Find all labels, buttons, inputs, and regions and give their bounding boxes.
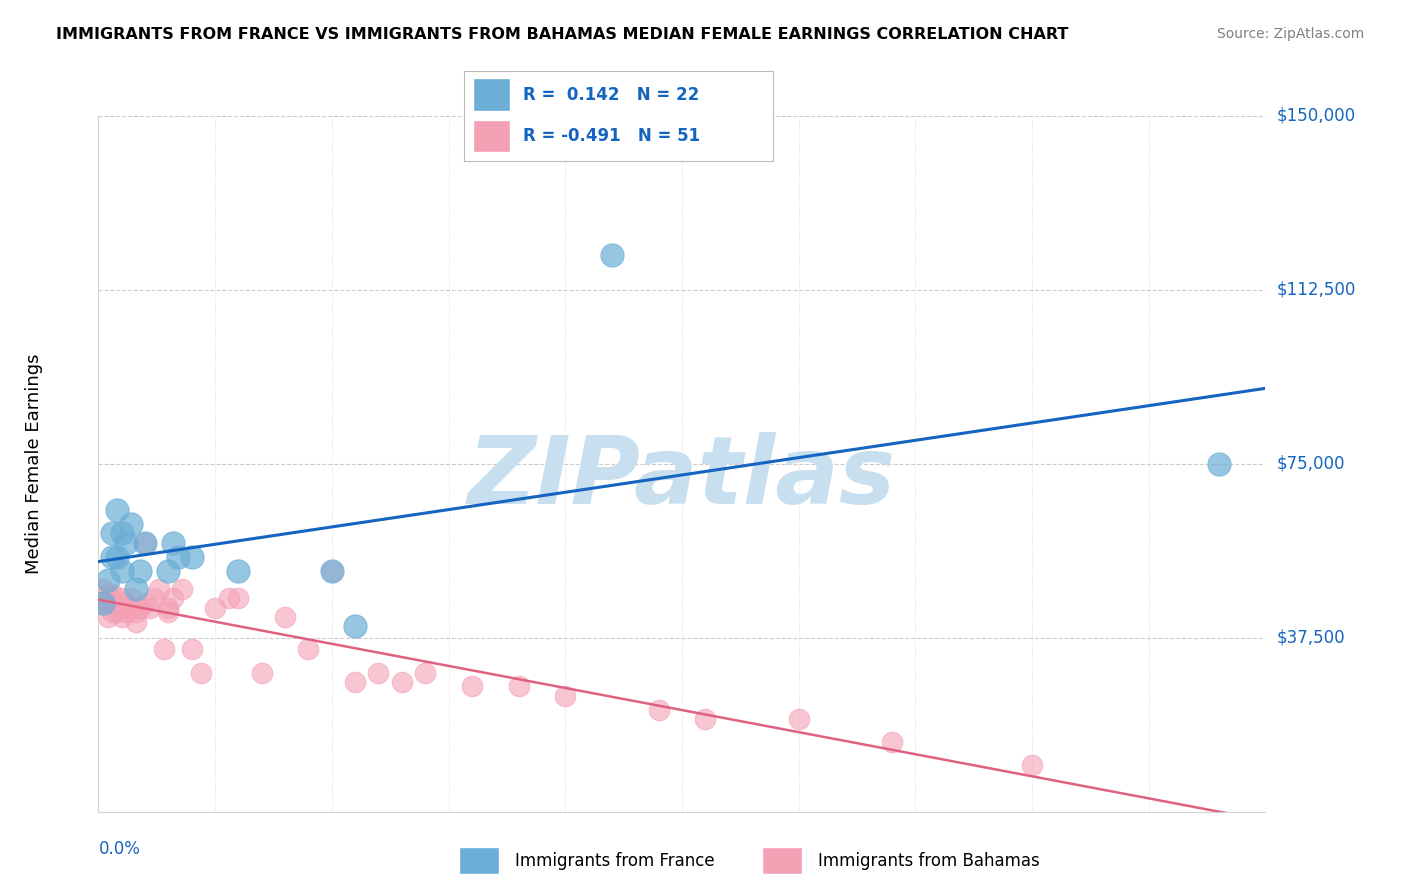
Point	[91, 596, 114, 610]
Point	[787, 712, 810, 726]
Bar	[762, 847, 803, 874]
Point	[344, 619, 367, 633]
Text: ZIPatlas: ZIPatlas	[468, 432, 896, 524]
Point	[129, 600, 152, 615]
Point	[143, 591, 166, 606]
Point	[321, 564, 343, 578]
Point	[647, 703, 669, 717]
Point	[554, 689, 576, 703]
Point	[1208, 457, 1230, 471]
Text: $150,000: $150,000	[1277, 107, 1357, 125]
Point	[105, 596, 128, 610]
Point	[115, 596, 138, 610]
Point	[101, 605, 124, 619]
Text: $112,500: $112,500	[1277, 281, 1357, 299]
Point	[391, 674, 413, 689]
Point	[120, 591, 142, 606]
Text: 0.0%: 0.0%	[98, 839, 141, 857]
Point	[204, 600, 226, 615]
Point	[157, 600, 180, 615]
Point	[101, 596, 124, 610]
Point	[101, 526, 124, 541]
Point	[105, 503, 128, 517]
Point	[321, 564, 343, 578]
Text: R = -0.491   N = 51: R = -0.491 N = 51	[523, 127, 700, 145]
Point	[120, 600, 142, 615]
Point	[91, 596, 114, 610]
Point	[148, 582, 170, 596]
Point	[157, 564, 180, 578]
Text: Median Female Earnings: Median Female Earnings	[25, 353, 44, 574]
Point	[297, 642, 319, 657]
Point	[157, 605, 180, 619]
Point	[508, 680, 530, 694]
Bar	[474, 78, 510, 111]
Point	[111, 564, 134, 578]
Point	[228, 564, 250, 578]
Point	[111, 600, 134, 615]
Point	[129, 564, 152, 578]
Point	[97, 587, 120, 601]
Point	[125, 582, 148, 596]
Point	[91, 582, 114, 596]
Point	[166, 549, 188, 564]
Point	[367, 665, 389, 680]
Point	[180, 642, 202, 657]
Point	[695, 712, 717, 726]
Point	[180, 549, 202, 564]
Bar	[474, 120, 510, 152]
Text: R =  0.142   N = 22: R = 0.142 N = 22	[523, 86, 699, 103]
Point	[461, 680, 484, 694]
Point	[600, 248, 623, 262]
Point	[250, 665, 273, 680]
Text: $75,000: $75,000	[1277, 455, 1346, 473]
Point	[125, 605, 148, 619]
Point	[97, 610, 120, 624]
Point	[162, 535, 184, 549]
Point	[162, 591, 184, 606]
Bar	[458, 847, 499, 874]
Point	[134, 596, 156, 610]
Point	[101, 549, 124, 564]
Text: Immigrants from Bahamas: Immigrants from Bahamas	[818, 852, 1039, 870]
Point	[274, 610, 297, 624]
Point	[101, 587, 124, 601]
Point	[880, 735, 903, 749]
Point	[190, 665, 212, 680]
Point	[344, 674, 367, 689]
Text: $37,500: $37,500	[1277, 629, 1346, 647]
Text: IMMIGRANTS FROM FRANCE VS IMMIGRANTS FROM BAHAMAS MEDIAN FEMALE EARNINGS CORRELA: IMMIGRANTS FROM FRANCE VS IMMIGRANTS FRO…	[56, 27, 1069, 42]
Point	[218, 591, 240, 606]
Point	[105, 605, 128, 619]
Point	[115, 535, 138, 549]
Point	[172, 582, 194, 596]
Point	[97, 596, 120, 610]
Point	[125, 615, 148, 629]
Point	[111, 526, 134, 541]
Text: Source: ZipAtlas.com: Source: ZipAtlas.com	[1216, 27, 1364, 41]
Point	[228, 591, 250, 606]
Point	[139, 600, 162, 615]
Point	[111, 610, 134, 624]
Text: Immigrants from France: Immigrants from France	[515, 852, 714, 870]
Point	[115, 605, 138, 619]
Point	[1021, 758, 1043, 772]
Point	[134, 535, 156, 549]
Point	[152, 642, 174, 657]
Point	[413, 665, 436, 680]
Point	[97, 573, 120, 587]
Point	[134, 535, 156, 549]
Point	[105, 549, 128, 564]
Point	[111, 591, 134, 606]
Point	[120, 517, 142, 532]
